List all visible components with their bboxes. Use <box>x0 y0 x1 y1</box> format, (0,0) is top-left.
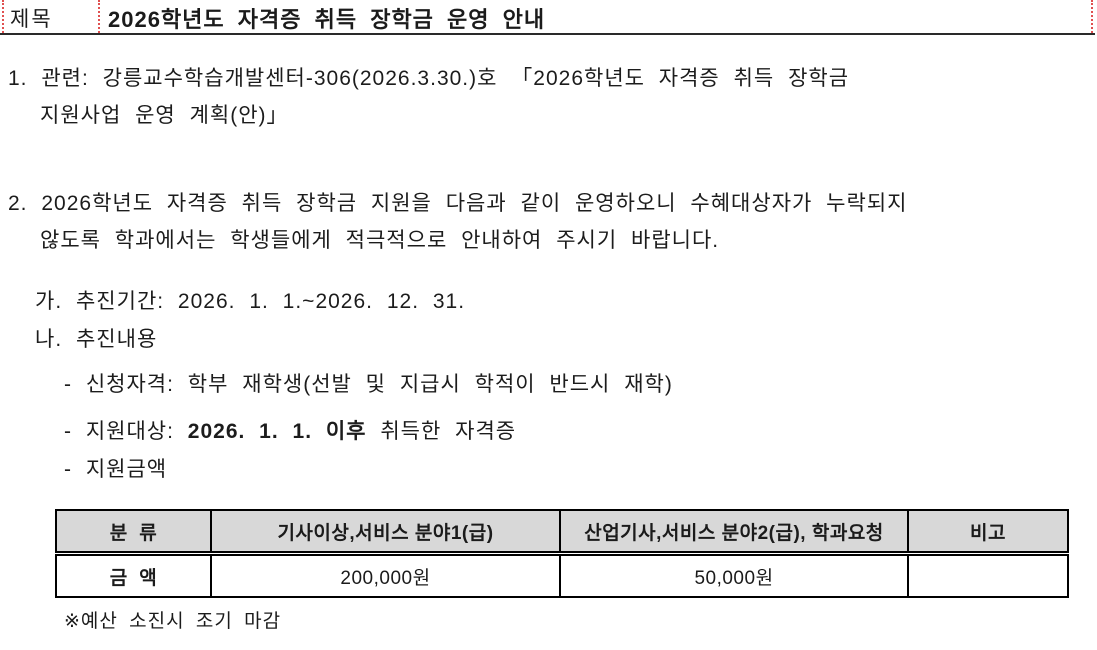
cell-guide-left <box>2 0 4 33</box>
related-reference-line1: 1. 관련: 강릉교수학습개발센터-306(2026.3.30.)호 「2026… <box>8 67 850 90</box>
bullet-amount: - 지원금액 <box>64 458 168 481</box>
bullet-target-suffix: 취득한 자격증 <box>366 420 517 443</box>
header-remarks: 비고 <box>907 509 1069 556</box>
cell-guide-divider <box>98 0 100 33</box>
subject-underline <box>0 33 1095 35</box>
table-header-row: 분 류 기사이상,서비스 분야1(급) 산업기사,서비스 분야2(급), 학과요… <box>55 509 1069 556</box>
notice-body-line2: 않도록 학과에서는 학생들에게 적극적으로 안내하여 주시기 바랍니다. <box>40 229 720 252</box>
cell-amount-industrial: 50,000원 <box>559 552 909 598</box>
cell-remarks <box>907 552 1069 598</box>
sub-item-content: 나. 추진내용 <box>35 328 158 351</box>
cell-amount-label: 금 액 <box>55 552 212 598</box>
subject-label: 제목 <box>10 8 53 31</box>
header-industrial-level: 산업기사,서비스 분야2(급), 학과요청 <box>559 509 909 556</box>
notice-body-line1: 2. 2026학년도 자격증 취득 장학금 지원을 다음과 같이 운영하오니 수… <box>8 192 908 215</box>
bullet-target-date-bold: 2026. 1. 1. 이후 <box>187 420 367 443</box>
sub-item-period: 가. 추진기간: 2026. 1. 1.~2026. 12. 31. <box>35 290 466 313</box>
budget-footnote: ※예산 소진시 조기 마감 <box>64 611 282 632</box>
related-reference-line2: 지원사업 운영 계획(안)」 <box>40 104 289 127</box>
bullet-eligibility: - 신청자격: 학부 재학생(선발 및 지급시 학적이 반드시 재학) <box>64 373 673 396</box>
cell-guide-right <box>1091 0 1093 33</box>
subject-row: 제목 2026학년도 자격증 취득 장학금 운영 안내 <box>0 0 1097 35</box>
document-title: 2026학년도 자격증 취득 장학금 운영 안내 <box>108 7 546 32</box>
table-row: 금 액 200,000원 50,000원 <box>55 552 1069 598</box>
cell-amount-engineer: 200,000원 <box>210 552 561 598</box>
bullet-target-prefix: - 지원대상: <box>64 420 188 443</box>
scholarship-amount-table: 분 류 기사이상,서비스 분야1(급) 산업기사,서비스 분야2(급), 학과요… <box>55 509 1069 598</box>
bullet-target: - 지원대상: 2026. 1. 1. 이후 취득한 자격증 <box>64 418 516 445</box>
header-category: 분 류 <box>55 509 212 556</box>
header-engineer-level: 기사이상,서비스 분야1(급) <box>210 509 561 556</box>
